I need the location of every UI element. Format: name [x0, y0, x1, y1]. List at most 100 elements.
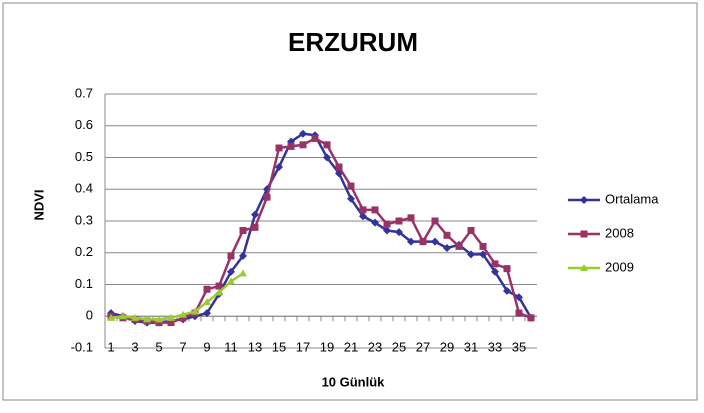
data-point [431, 237, 439, 246]
data-point [383, 226, 391, 235]
data-point [239, 227, 247, 235]
x-tick-label: 31 [464, 339, 478, 354]
data-point [119, 312, 127, 320]
data-point [275, 144, 283, 152]
data-point [419, 238, 427, 246]
y-tick-label: -0.1 [71, 339, 93, 354]
data-point [431, 217, 439, 225]
data-point [203, 285, 211, 293]
x-tick-label: 19 [320, 339, 334, 354]
data-point [287, 142, 295, 150]
data-point [215, 282, 223, 290]
data-point [395, 217, 403, 225]
data-point [251, 210, 259, 219]
x-tick-label: 35 [512, 339, 526, 354]
data-point [227, 277, 235, 285]
data-point [155, 319, 163, 327]
data-point [443, 231, 451, 239]
legend-label: 2008 [605, 225, 634, 240]
y-tick-label: 0.2 [75, 244, 93, 259]
x-tick-label: 25 [392, 339, 406, 354]
y-tick-label: 0.3 [75, 212, 93, 227]
y-tick-label: 0.6 [75, 117, 93, 132]
x-tick-label: 7 [179, 339, 186, 354]
data-point [491, 260, 499, 268]
chart-title: ERZURUM [288, 27, 418, 57]
data-point [227, 267, 235, 276]
x-tick-label: 3 [131, 339, 138, 354]
data-point [107, 313, 115, 321]
data-point [227, 252, 235, 260]
x-tick-label: 33 [488, 339, 502, 354]
data-point [359, 206, 367, 214]
data-point [371, 206, 379, 214]
data-point [311, 134, 319, 142]
x-tick-label: 27 [416, 339, 430, 354]
data-point [527, 314, 535, 322]
data-point [143, 315, 151, 323]
data-point [515, 293, 523, 302]
data-point [299, 129, 307, 138]
data-point [323, 141, 331, 149]
data-point [467, 227, 475, 235]
data-point [215, 288, 223, 296]
data-point [203, 309, 211, 318]
y-tick-label: 0.5 [75, 149, 93, 164]
legend-marker [580, 264, 588, 271]
y-tick-label: 0.4 [75, 181, 93, 196]
data-point [179, 310, 187, 318]
data-point [251, 223, 259, 231]
x-tick-label: 11 [224, 339, 238, 354]
y-axis-label: NDVI [31, 189, 46, 220]
data-point [371, 218, 379, 227]
data-point [275, 163, 283, 172]
legend-marker [580, 230, 588, 238]
data-point [467, 250, 475, 259]
data-point [167, 319, 175, 327]
data-point [323, 153, 331, 162]
x-tick-label: 17 [296, 339, 310, 354]
x-tick-label: 1 [107, 339, 114, 354]
data-point [359, 212, 367, 221]
data-point [491, 267, 499, 276]
data-point [347, 194, 355, 203]
data-point [407, 214, 415, 222]
data-point [167, 313, 175, 321]
x-tick-label: 29 [440, 339, 454, 354]
y-tick-label: 0.1 [75, 276, 93, 291]
data-point [479, 242, 487, 250]
data-point [395, 228, 403, 237]
x-axis-label: 10 Günlük [322, 374, 386, 389]
data-point [503, 265, 511, 273]
data-point [239, 251, 247, 260]
data-point [263, 193, 271, 201]
data-point [347, 182, 355, 190]
y-tick-label: 0 [86, 308, 93, 323]
data-point [515, 309, 523, 317]
data-point [383, 220, 391, 228]
y-tick-label: 0.7 [75, 85, 93, 100]
data-point [443, 243, 451, 252]
data-point [179, 314, 187, 322]
x-tick-label: 9 [203, 339, 210, 354]
legend-label: 2009 [605, 259, 634, 274]
legend-marker [580, 196, 588, 204]
x-tick-label: 15 [272, 339, 286, 354]
legend-label: Ortalama [605, 191, 659, 206]
data-point [203, 297, 211, 305]
data-point [407, 237, 415, 246]
x-tick-label: 23 [368, 339, 382, 354]
x-tick-label: 21 [344, 339, 358, 354]
data-point [131, 313, 139, 321]
data-point [191, 307, 199, 315]
data-point [155, 315, 163, 323]
data-point [479, 250, 487, 259]
data-point [455, 242, 463, 250]
x-tick-label: 13 [248, 339, 262, 354]
data-point [335, 163, 343, 171]
data-point [503, 286, 511, 295]
data-point [239, 269, 247, 277]
x-tick-label: 5 [155, 339, 162, 354]
data-point [299, 141, 307, 149]
